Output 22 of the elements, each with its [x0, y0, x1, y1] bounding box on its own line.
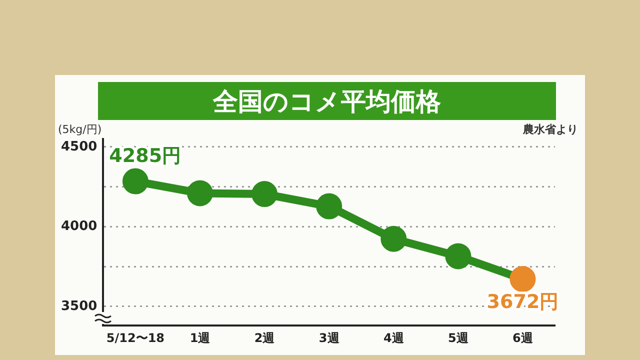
point — [510, 266, 536, 292]
data-label: 3672円 — [486, 290, 559, 313]
y-tick-label: 3500 — [60, 298, 98, 314]
x-tick-label: 5/12〜18 — [106, 330, 165, 345]
y-tick-label: 4500 — [60, 139, 98, 154]
x-tick-label: 1週 — [190, 330, 212, 345]
x-tick-label: 2週 — [254, 330, 276, 345]
y-tick-label: 4000 — [60, 219, 98, 234]
point — [380, 226, 407, 252]
point — [187, 180, 213, 206]
text: 農水省より — [523, 122, 578, 137]
x-tick-label: 5週 — [448, 330, 470, 345]
x-tick-label: 6週 — [512, 330, 534, 345]
point — [445, 243, 472, 270]
point — [122, 168, 148, 194]
point — [316, 193, 342, 220]
point — [252, 181, 278, 208]
x-tick-label: 3週 — [318, 330, 340, 345]
chart-title: 全国のコメ平均価格 — [98, 82, 556, 120]
x-tick-label: 4週 — [383, 330, 405, 345]
y-axis-title: (5kg/円) — [58, 122, 102, 137]
data-label: 4285円 — [109, 145, 182, 168]
